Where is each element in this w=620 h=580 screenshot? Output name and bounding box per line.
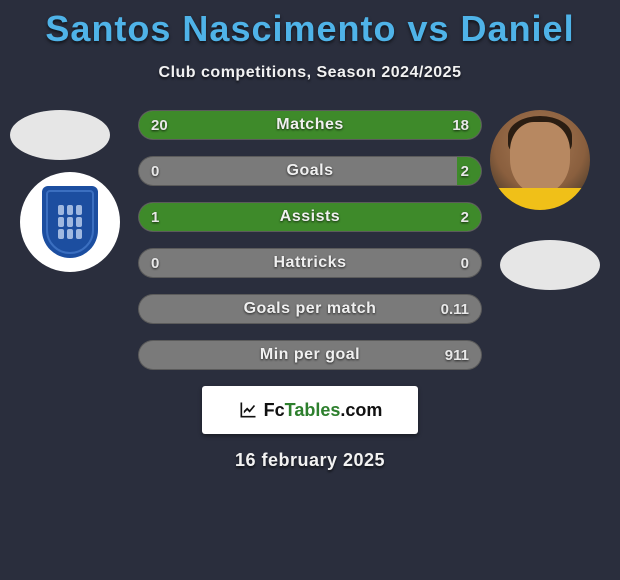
player-left-placeholder bbox=[10, 110, 110, 160]
brand-prefix: Fc bbox=[264, 400, 285, 420]
player-right-avatar bbox=[490, 110, 590, 210]
date-label: 16 february 2025 bbox=[0, 450, 620, 471]
club-right-placeholder bbox=[500, 240, 600, 290]
stat-row: 02Goals bbox=[138, 156, 482, 186]
stat-label: Matches bbox=[139, 111, 481, 139]
stat-row: 12Assists bbox=[138, 202, 482, 232]
comparison-content: 2018Matches 02Goals 12Assists 00Hattricks 0.… bbox=[0, 110, 620, 370]
brand-suffix: .com bbox=[340, 400, 382, 420]
shield-icon bbox=[42, 186, 98, 258]
stat-row: 0.11Goals per match bbox=[138, 294, 482, 324]
chart-icon bbox=[238, 400, 258, 420]
stat-label: Goals per match bbox=[139, 295, 481, 323]
stat-label: Min per goal bbox=[139, 341, 481, 369]
brand-main: Tables bbox=[285, 400, 341, 420]
club-left-badge bbox=[20, 172, 120, 272]
stat-label: Assists bbox=[139, 203, 481, 231]
stat-label: Goals bbox=[139, 157, 481, 185]
stat-row: 911Min per goal bbox=[138, 340, 482, 370]
stat-label: Hattricks bbox=[139, 249, 481, 277]
stat-bars: 2018Matches 02Goals 12Assists 00Hattricks 0.… bbox=[138, 110, 482, 370]
page-title: Santos Nascimento vs Daniel bbox=[0, 0, 620, 50]
page-subtitle: Club competitions, Season 2024/2025 bbox=[0, 64, 620, 82]
stat-row: 2018Matches bbox=[138, 110, 482, 140]
brand-text: FcTables.com bbox=[264, 400, 383, 421]
stat-row: 00Hattricks bbox=[138, 248, 482, 278]
brand-footer: FcTables.com bbox=[202, 386, 418, 434]
